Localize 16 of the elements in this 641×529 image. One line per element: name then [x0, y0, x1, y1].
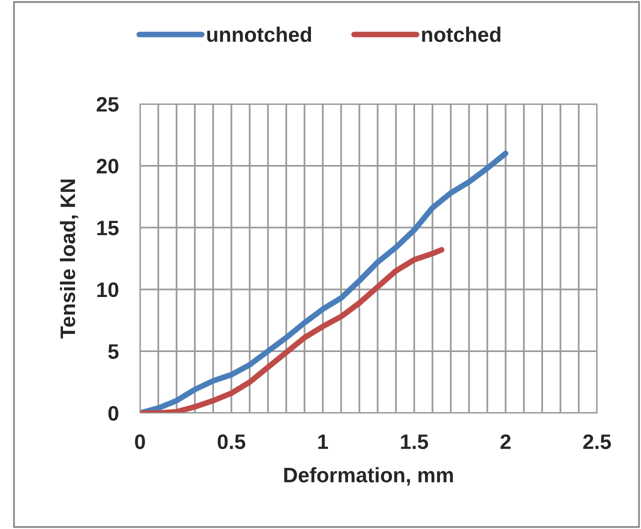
y-tick-label: 10: [97, 282, 118, 298]
y-tick-label: 15: [97, 220, 119, 236]
x-tick-label: 0.5: [218, 434, 246, 450]
y-tick-label: 0: [108, 406, 118, 421]
legend-label: unnotched: [207, 26, 312, 42]
x-tick-label: 2.5: [583, 434, 611, 450]
legend-label: notched: [422, 26, 500, 42]
y-tick-label: 20: [96, 158, 118, 174]
x-tick-label: 1: [318, 434, 328, 449]
y-tick-label: 5: [108, 344, 119, 359]
x-tick-label: 0: [135, 434, 145, 450]
x-tick-label: 2: [500, 434, 511, 449]
x-axis-title: Deformation, mm: [284, 467, 453, 486]
y-axis-title: Tensile load, KN: [60, 180, 78, 339]
x-tick-label: 1.5: [401, 434, 428, 450]
y-tick-label: 25: [96, 97, 119, 112]
